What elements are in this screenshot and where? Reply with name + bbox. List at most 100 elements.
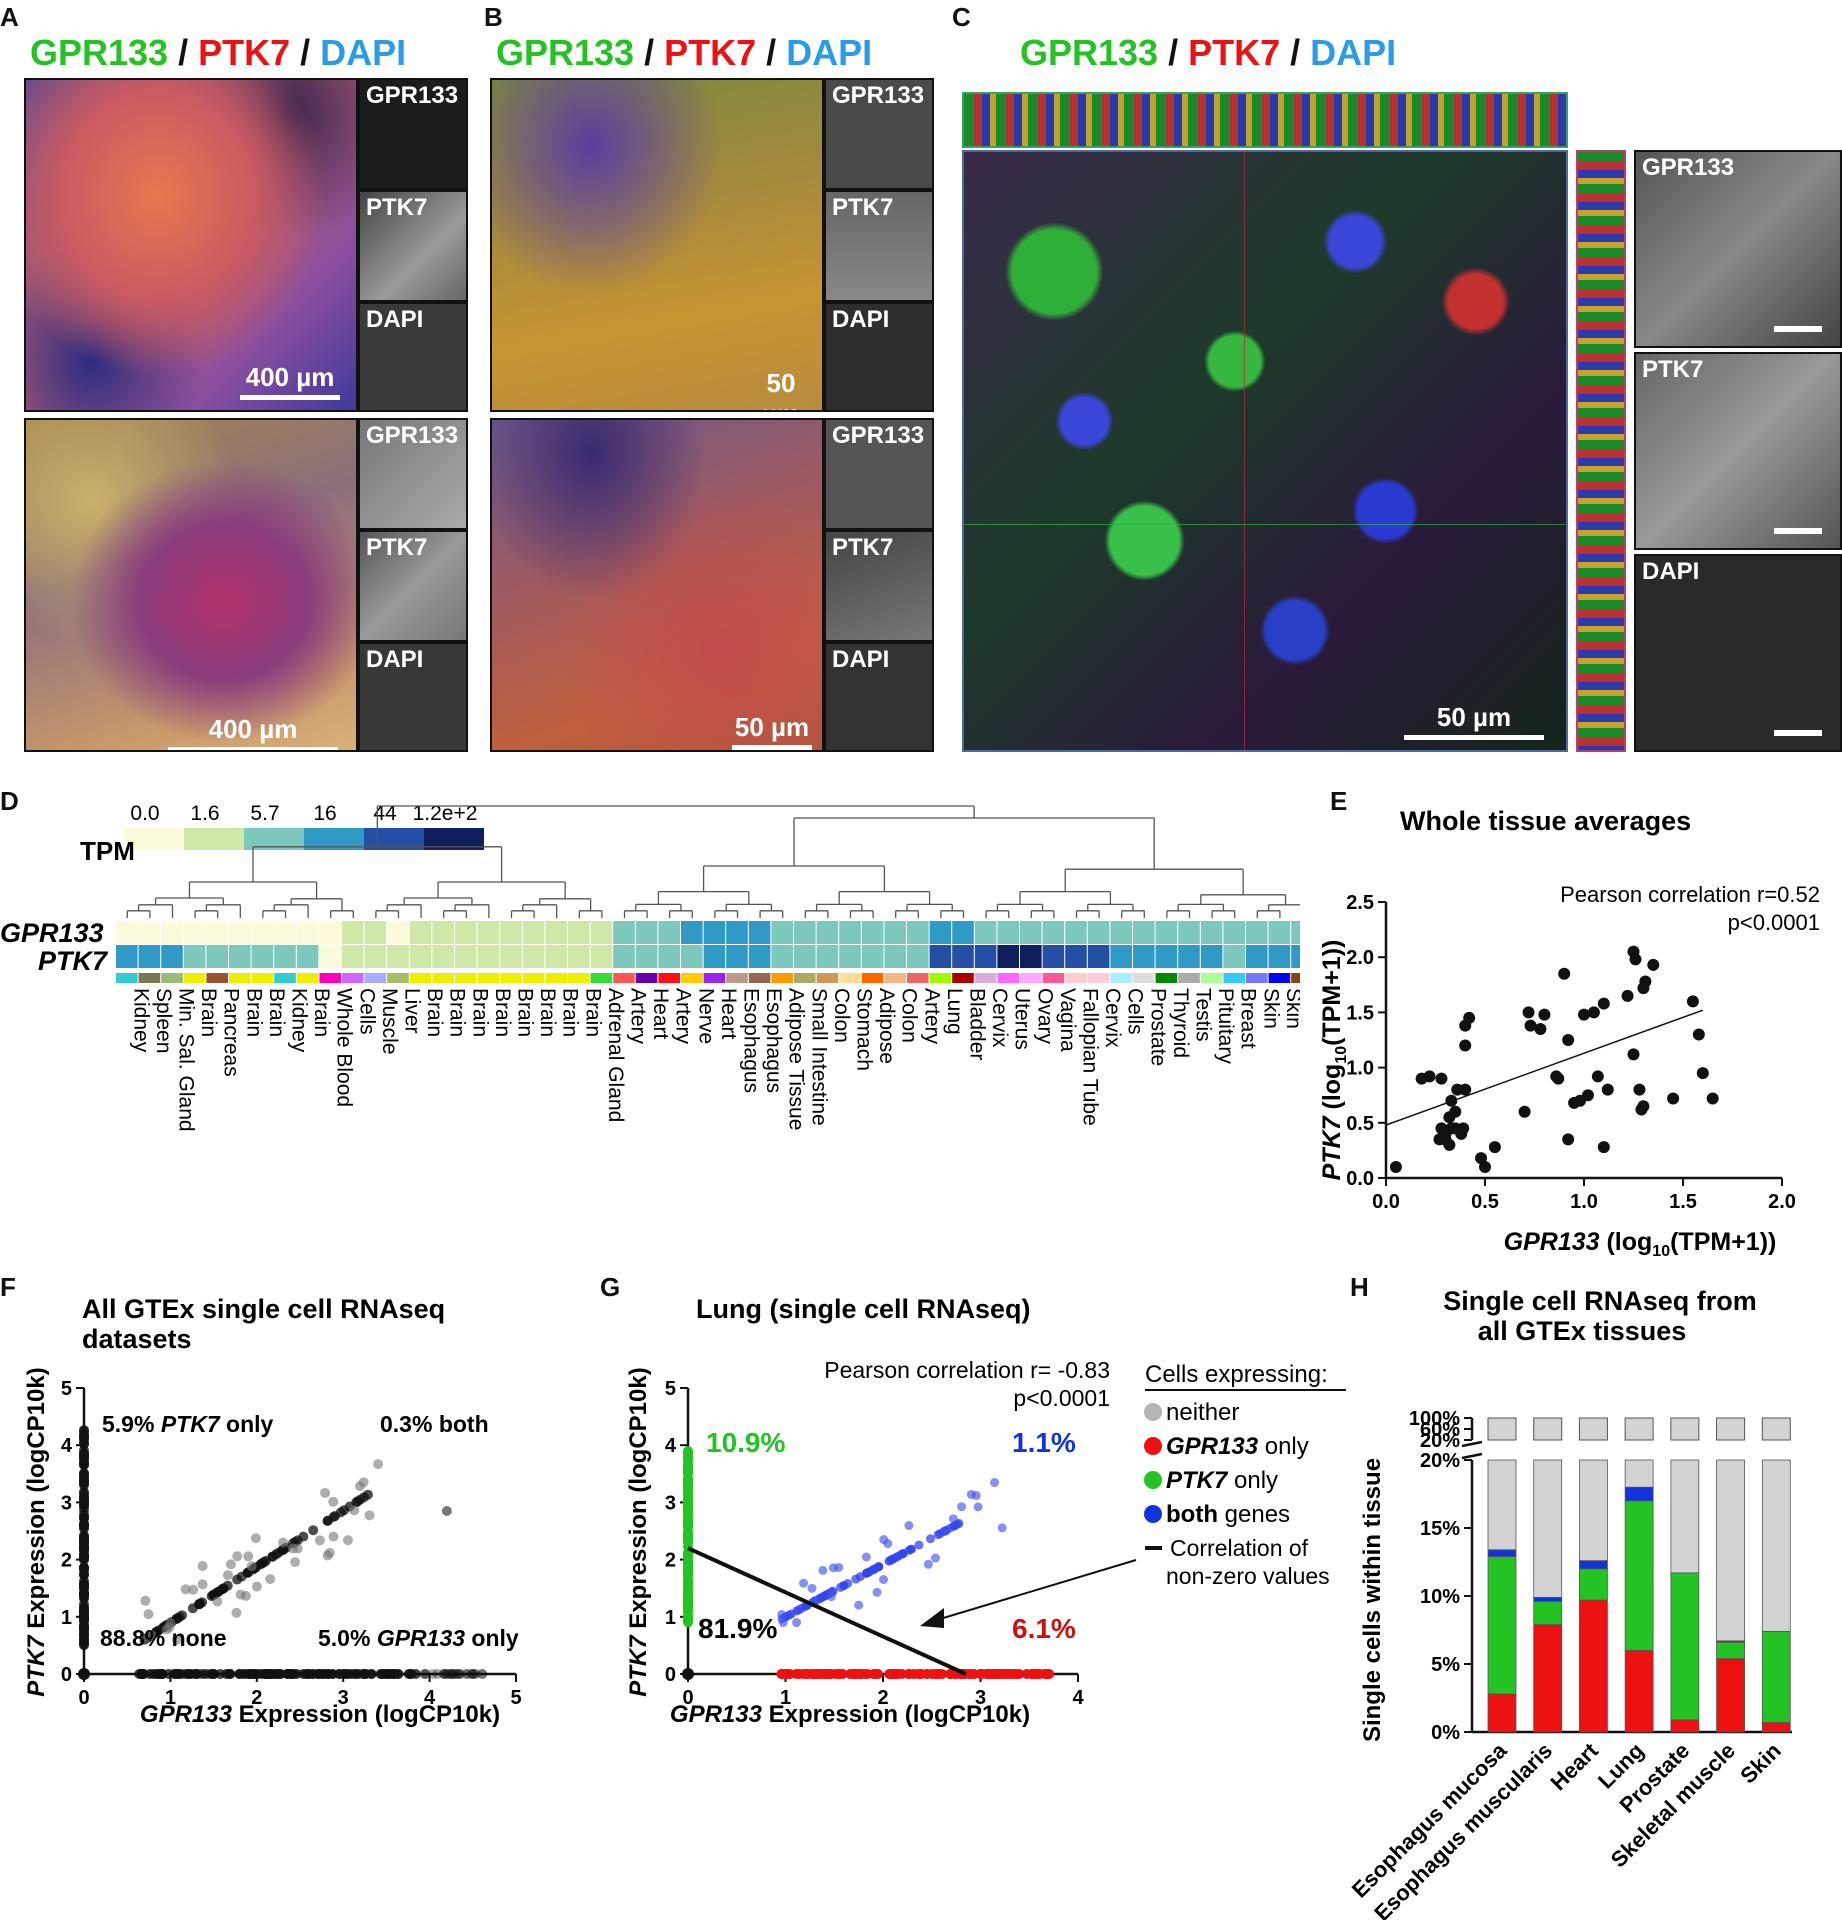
tissue-color-swatch bbox=[1291, 973, 1300, 983]
f-xlabel: GPR133 Expression (logCP10k) bbox=[140, 1701, 500, 1728]
f-data-point bbox=[432, 1669, 443, 1679]
heatmap-cell-ptk7 bbox=[1291, 945, 1300, 968]
f-x-tick-label: 5 bbox=[510, 1687, 521, 1709]
tissue-color-swatch bbox=[183, 973, 206, 983]
stain-title-c: GPR133 / PTK7 / DAPI bbox=[1020, 32, 1397, 73]
g-x-tick-label: 0 bbox=[682, 1687, 693, 1709]
tissue-label: Uterus bbox=[1011, 988, 1034, 1050]
f-data-point bbox=[300, 1669, 311, 1679]
heatmap-cell-ptk7 bbox=[1042, 945, 1065, 968]
tissue-color-swatch bbox=[477, 973, 500, 983]
g-data-point-both bbox=[827, 1586, 837, 1596]
heatmap-cell-gpr133 bbox=[500, 921, 522, 944]
g-data-point-gpr bbox=[824, 1669, 835, 1679]
tissue-color-swatch bbox=[1178, 973, 1200, 983]
heatmap-cell-ptk7 bbox=[1155, 945, 1178, 968]
heatmap-cell-ptk7 bbox=[545, 945, 567, 968]
e-x-tick-label: 2.0 bbox=[1768, 1191, 1796, 1213]
e-data-point bbox=[1591, 1070, 1604, 1083]
tissue-color-swatch bbox=[1268, 973, 1291, 983]
g-data-point-gpr bbox=[903, 1669, 914, 1679]
tissue-label: Brain bbox=[310, 988, 333, 1037]
tissue-color-swatch bbox=[703, 973, 726, 983]
heatmap-cell-ptk7 bbox=[658, 945, 680, 968]
tissue-color-swatch bbox=[861, 973, 884, 983]
g-legend-both: both genes bbox=[1166, 1501, 1290, 1528]
f-data-point bbox=[79, 1576, 89, 1587]
tissue-color-swatch bbox=[839, 973, 861, 983]
dendrogram bbox=[126, 805, 1300, 918]
heatmap-cell-gpr133 bbox=[568, 921, 590, 944]
f-data-point bbox=[79, 1512, 89, 1523]
heatmap-cell-gpr133 bbox=[929, 921, 952, 944]
tissue-label: Cervix bbox=[1101, 988, 1124, 1048]
g-data-point-neither bbox=[682, 1668, 694, 1680]
tissue-label: Esophagus bbox=[762, 988, 785, 1093]
tissue-color-swatch bbox=[590, 973, 613, 983]
h-y-tick-label: 10% bbox=[1420, 1586, 1460, 1608]
f-data-point bbox=[231, 1607, 242, 1618]
heatmap-cell-gpr133 bbox=[183, 921, 206, 944]
f-data-point bbox=[308, 1525, 319, 1536]
panel-g-scatter: Lung (single cell RNAseq) Pearson correl… bbox=[625, 1294, 1346, 1728]
tpm-legend-tick: 1.6 bbox=[190, 802, 219, 825]
panel-h-stacked-bar: Single cell RNAseq from all GTEx tissues… bbox=[1347, 1286, 1792, 1920]
heatmap-cell-gpr133 bbox=[884, 921, 906, 944]
g-data-point-ptk7 bbox=[683, 1518, 693, 1529]
panel-d-heatmap: 0.0 1.6 5.7 16 44 1.2e+2 TPM GPR133 PTK7 Kidn… bbox=[0, 802, 1300, 1132]
h-y-tick-label: 60% bbox=[1420, 1419, 1460, 1441]
f-data-point bbox=[450, 1669, 461, 1679]
e-data-point bbox=[1647, 958, 1660, 971]
tissue-label: Prostate bbox=[1146, 988, 1169, 1066]
e-x-tick-label: 1.0 bbox=[1570, 1191, 1598, 1213]
g-data-point-both bbox=[828, 1563, 838, 1573]
f-data-point bbox=[468, 1669, 479, 1679]
heatmap-cell-gpr133 bbox=[974, 921, 997, 944]
f-data-point bbox=[235, 1589, 246, 1600]
channel-a-bottom-ptk7: PTK7 bbox=[358, 530, 468, 642]
g-data-point-ptk7 bbox=[683, 1584, 693, 1595]
f-data-point bbox=[251, 1581, 262, 1592]
f-data-point bbox=[328, 1531, 339, 1542]
heatmap-cell-gpr133 bbox=[771, 921, 793, 944]
e-annotation-p: p<0.0001 bbox=[1728, 910, 1820, 935]
g-y-tick-label: 4 bbox=[665, 1435, 677, 1457]
heatmap-cell-gpr133 bbox=[274, 921, 296, 944]
f-data-point bbox=[146, 1630, 157, 1641]
f-data-point bbox=[358, 1477, 369, 1488]
f-data-point bbox=[330, 1511, 341, 1522]
f-data-point bbox=[477, 1669, 488, 1679]
tissue-label: Brain bbox=[514, 988, 537, 1037]
g-y-tick-label: 1 bbox=[665, 1607, 676, 1629]
f-data-point bbox=[222, 1570, 233, 1581]
f-data-point bbox=[298, 1531, 309, 1542]
g-title: Lung (single cell RNAseq) bbox=[696, 1294, 1031, 1324]
e-fit-line bbox=[1385, 1009, 1704, 1126]
tissue-color-swatch bbox=[748, 973, 771, 983]
e-data-point bbox=[1639, 975, 1652, 988]
e-x-tick-label: 0.0 bbox=[1372, 1191, 1400, 1213]
f-data-point bbox=[443, 1669, 454, 1679]
h-bar-segment bbox=[1670, 1572, 1700, 1721]
heatmap-cell-ptk7 bbox=[455, 945, 477, 968]
g-data-point-ptk7 bbox=[683, 1467, 693, 1478]
h-bar-segment bbox=[1761, 1722, 1791, 1733]
heatmap-cell-gpr133 bbox=[522, 921, 545, 944]
g-data-point-both bbox=[777, 1610, 787, 1620]
g-data-point-gpr bbox=[921, 1669, 932, 1679]
g-data-point-gpr bbox=[794, 1669, 805, 1679]
f-quadrant-ptk7: 5.9% PTK7 only bbox=[102, 1411, 274, 1437]
h-bar-segment bbox=[1716, 1459, 1745, 1642]
g-data-point-ptk7 bbox=[683, 1549, 693, 1560]
f-data-point bbox=[453, 1669, 464, 1679]
e-data-point bbox=[1627, 1048, 1640, 1061]
heatmap-cell-gpr133 bbox=[342, 921, 364, 944]
tissue-color-swatch bbox=[907, 973, 929, 983]
f-data-point bbox=[444, 1669, 455, 1679]
h-bar-segment bbox=[1487, 1556, 1517, 1695]
g-pct-both: 1.1% bbox=[1012, 1427, 1076, 1458]
tpm-legend-swatch bbox=[304, 828, 364, 850]
h-bar-segment bbox=[1624, 1649, 1654, 1733]
channel-b-top-gpr133: GPR133 bbox=[824, 78, 934, 190]
h-y-tick-label: 20% bbox=[1420, 1430, 1460, 1452]
